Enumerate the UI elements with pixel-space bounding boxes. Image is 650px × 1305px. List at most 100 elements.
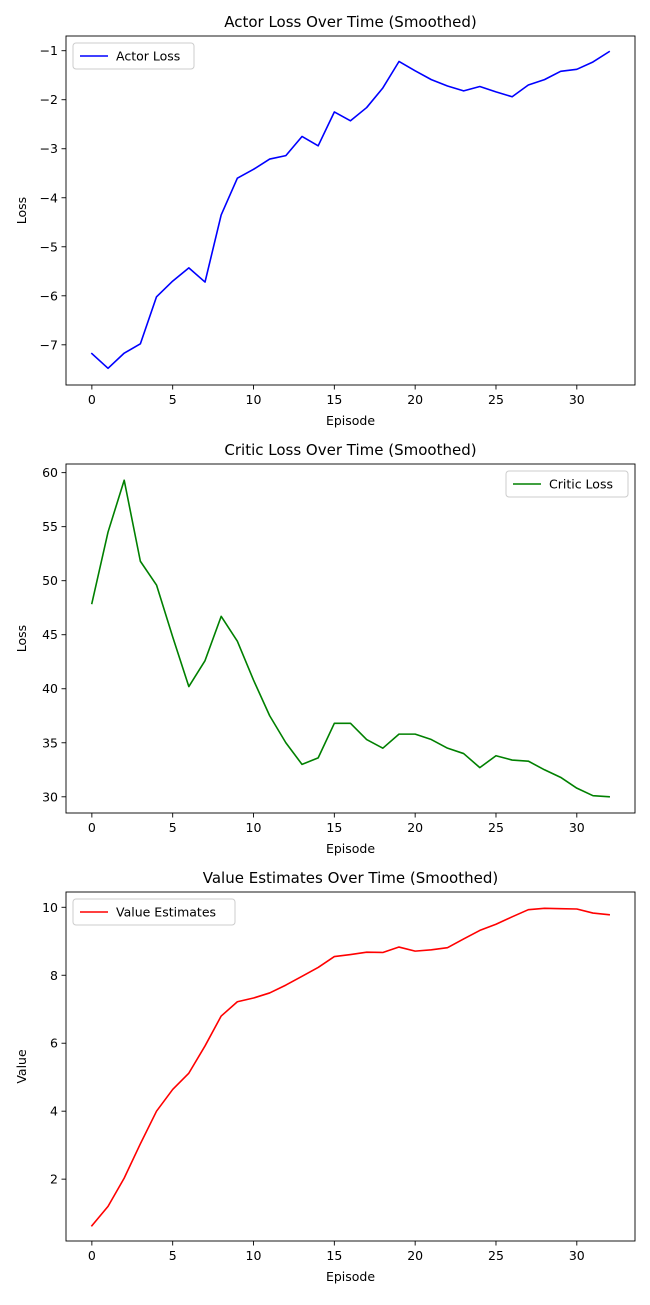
data-point [188, 267, 190, 269]
y-tick-label: 45 [42, 627, 58, 642]
chart-2: 0 5 10 15 20 25 30 30 35 40 45 50 55 60 Critic Loss Ov… [14, 441, 636, 856]
data-point [334, 956, 336, 958]
data-point [172, 636, 174, 638]
data-point [544, 79, 546, 81]
data-point [592, 912, 594, 914]
x-tick-label: 20 [407, 1248, 423, 1263]
data-point [382, 952, 384, 954]
legend-entry: Value Estimates [116, 905, 216, 920]
legend: Critic Loss [505, 470, 629, 498]
y-tick-label: −4 [40, 190, 58, 205]
data-point [269, 715, 271, 717]
data-point [334, 111, 336, 113]
x-tick-label: 10 [246, 820, 262, 835]
data-point [544, 769, 546, 771]
data-point [479, 930, 481, 932]
legend: Value Estimates [72, 898, 236, 926]
data-point [382, 747, 384, 749]
x-tick-label: 20 [407, 392, 423, 407]
data-point [463, 90, 465, 92]
data-point [107, 368, 109, 370]
x-tick-label: 30 [569, 392, 585, 407]
data-point [91, 1225, 93, 1227]
data-point [301, 764, 303, 766]
data-point [495, 755, 497, 757]
y-tick-label: 2 [50, 1172, 58, 1187]
x-tick-label: 25 [488, 1248, 504, 1263]
data-point [204, 281, 206, 283]
x-tick-label: 5 [169, 820, 177, 835]
legend-box [505, 470, 629, 498]
legend-entry: Critic Loss [549, 477, 613, 492]
data-point [414, 950, 416, 952]
data-point [237, 177, 239, 179]
data-point [398, 61, 400, 63]
legend-entry: Actor Loss [116, 49, 180, 64]
data-point [237, 1001, 239, 1003]
y-tick-label: 8 [50, 968, 58, 983]
data-point [479, 86, 481, 88]
y-tick-label: −2 [40, 92, 58, 107]
x-axis-label: Episode [326, 413, 375, 428]
data-point [431, 739, 433, 741]
chart-title: Critic Loss Over Time (Smoothed) [224, 441, 476, 459]
data-point [253, 997, 255, 999]
data-point [91, 603, 93, 605]
x-tick-label: 5 [169, 1248, 177, 1263]
data-point [382, 87, 384, 89]
data-point [156, 296, 158, 298]
data-point [172, 1089, 174, 1091]
series-line-1 [90, 50, 611, 370]
data-point [431, 949, 433, 951]
data-point [608, 914, 610, 916]
data-point [479, 767, 481, 769]
y-tick-label: 30 [42, 789, 58, 804]
x-tick-label: 0 [88, 1248, 96, 1263]
data-point [237, 640, 239, 642]
data-point [107, 1206, 109, 1208]
y-axis-label: Value [14, 1049, 29, 1084]
x-tick-label: 30 [569, 820, 585, 835]
data-point [91, 353, 93, 355]
x-tick-label: 10 [246, 392, 262, 407]
data-point [463, 938, 465, 940]
data-point [528, 760, 530, 762]
x-tick-label: 20 [407, 820, 423, 835]
y-tick-label: 10 [42, 900, 58, 915]
data-point [301, 136, 303, 138]
x-axis-label: Episode [326, 1269, 375, 1284]
data-point [140, 560, 142, 562]
data-point [204, 660, 206, 662]
data-point [576, 908, 578, 910]
chart-title: Actor Loss Over Time (Smoothed) [224, 13, 477, 31]
y-tick-label: 60 [42, 465, 58, 480]
data-point [366, 739, 368, 741]
y-tick-label: −3 [40, 141, 58, 156]
data-point [220, 1015, 222, 1017]
data-point [188, 1072, 190, 1074]
data-point [350, 954, 352, 956]
y-tick-label: 50 [42, 573, 58, 588]
y-axis-label: Loss [14, 625, 29, 652]
y-tick-label: 6 [50, 1036, 58, 1051]
data-point [188, 686, 190, 688]
y-tick-label: −5 [40, 239, 58, 254]
axes-frame [65, 463, 636, 814]
y-tick-label: 55 [42, 519, 58, 534]
x-tick-label: 15 [326, 820, 342, 835]
y-tick-label: −6 [40, 288, 58, 303]
data-point [431, 79, 433, 81]
series-line-1 [90, 907, 611, 1227]
data-point [140, 1143, 142, 1145]
data-point [140, 343, 142, 345]
data-point [398, 733, 400, 735]
axes-frame [65, 35, 636, 386]
data-point [317, 145, 319, 147]
data-point [463, 753, 465, 755]
y-tick-label: 40 [42, 681, 58, 696]
data-point [511, 96, 513, 98]
x-tick-label: 5 [169, 392, 177, 407]
data-point [544, 908, 546, 910]
x-axis-label: Episode [326, 841, 375, 856]
